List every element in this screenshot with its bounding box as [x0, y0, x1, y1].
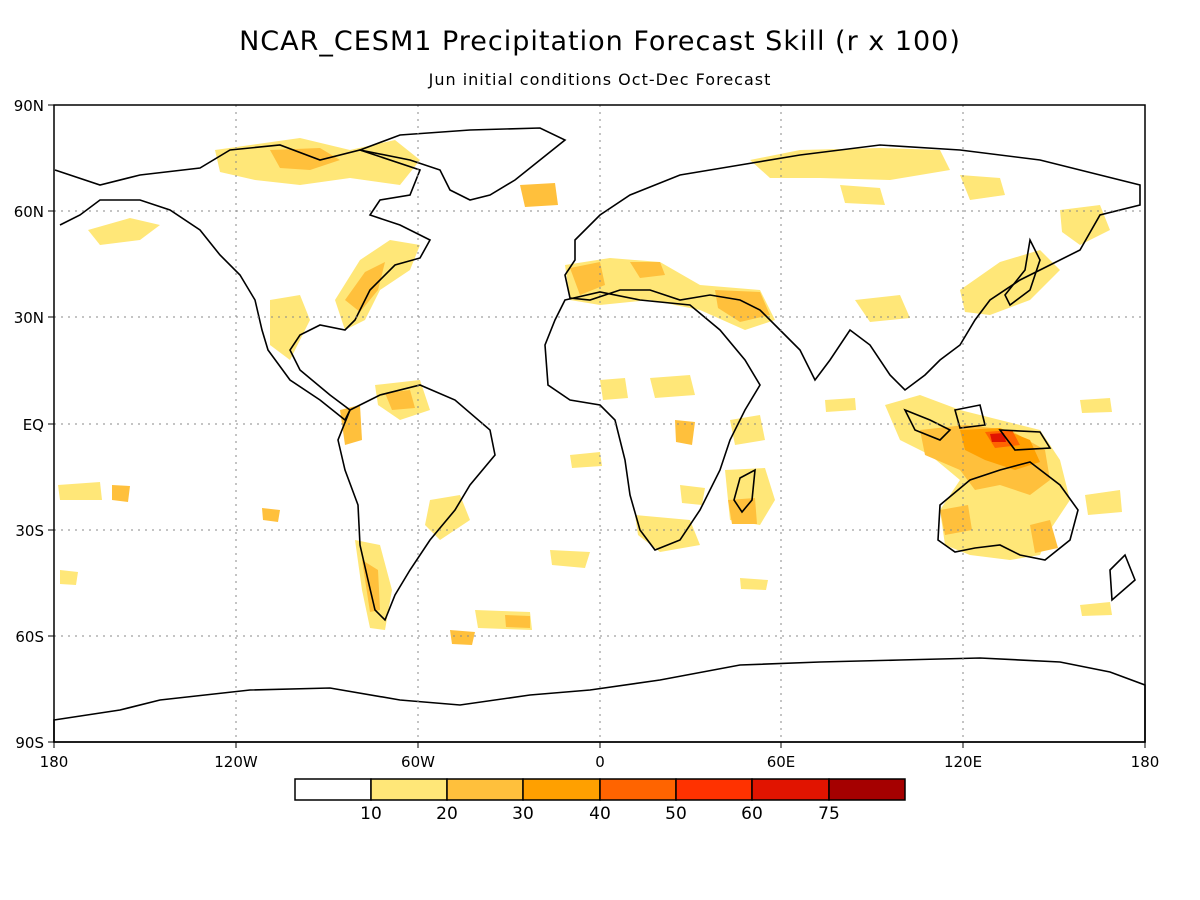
- lat-label: 60N: [14, 203, 44, 221]
- colorbar-label: 60: [741, 804, 763, 824]
- colorbar-label: 20: [436, 804, 458, 824]
- lat-label: EQ: [23, 416, 44, 434]
- tick-marks: [48, 104, 1146, 748]
- lat-labels: 90N 60N 30N EQ 30S 60S 90S: [14, 97, 44, 752]
- colorbar-label: 75: [818, 804, 840, 824]
- colorbar-swatch: [446, 778, 524, 801]
- lon-labels: 180 120W 60W 0 60E 120E 180: [40, 753, 1160, 771]
- colorbar-swatch: [294, 778, 372, 801]
- colorbar-label: 10: [360, 804, 382, 824]
- lon-label: 60W: [401, 753, 435, 771]
- skill-shading: [58, 138, 1122, 645]
- colorbar-swatch: [522, 778, 601, 801]
- map-title: NCAR_CESM1 Precipitation Forecast Skill …: [239, 26, 961, 57]
- lat-label: 30N: [14, 309, 44, 327]
- lat-label: 30S: [15, 522, 44, 540]
- colorbar-swatch: [675, 778, 753, 801]
- colorbar: 10 20 30 40 50 60 75: [294, 778, 906, 824]
- lon-label: 60E: [767, 753, 796, 771]
- graticule: [54, 105, 1145, 742]
- colorbar-swatch: [599, 778, 677, 801]
- lon-label: 120E: [944, 753, 982, 771]
- colorbar-label: 40: [589, 804, 611, 824]
- lat-label: 90N: [14, 97, 44, 115]
- lat-label: 90S: [15, 734, 44, 752]
- lat-label: 60S: [15, 628, 44, 646]
- colorbar-swatch: [751, 778, 830, 801]
- colorbar-swatch: [370, 778, 448, 801]
- colorbar-label: 50: [665, 804, 687, 824]
- lon-label: 120W: [214, 753, 258, 771]
- map-subtitle: Jun initial conditions Oct-Dec Forecast: [428, 70, 772, 89]
- colorbar-swatch: [828, 778, 906, 801]
- colorbar-label: 30: [512, 804, 534, 824]
- lon-label: 180: [1131, 753, 1160, 771]
- lon-label: 0: [595, 753, 605, 771]
- lon-label: 180: [40, 753, 69, 771]
